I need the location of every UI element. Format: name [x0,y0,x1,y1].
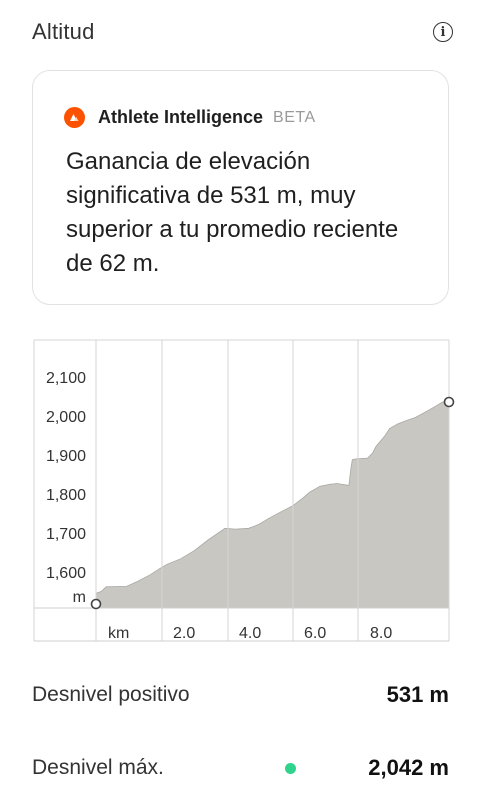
start-marker [90,598,102,610]
athlete-intelligence-logo-icon [64,107,85,128]
info-icon[interactable]: i [433,22,453,42]
y-tick-label: 1,900 [46,448,86,465]
athlete-intelligence-title: Athlete Intelligence [98,107,264,127]
section-title: Altitud [32,19,95,44]
elevation-area [95,399,450,609]
stat-label: Desnivel máx. [32,756,164,779]
y-tick-label: 1,600 [46,565,86,582]
max-elevation-dot-icon [285,762,297,774]
y-tick-label: 1,700 [46,526,86,543]
stat-row-elevation-gain: Desnivel positivo 531 m [32,678,449,712]
x-tick-label: 8.0 [370,625,392,642]
athlete-intelligence-message: Ganancia de elevación significativa de 5… [66,148,399,277]
elevation-chart[interactable]: 2,100 2,000 1,900 1,800 1,700 1,600 m km 2.0 4.0 6… [0,330,481,650]
athlete-intelligence-header: Athlete Intelligence BETA [64,107,316,128]
x-tick-label: 2.0 [173,625,195,642]
x-axis-unit: km [108,625,129,642]
y-tick-label: 2,100 [46,370,86,387]
end-marker [443,396,455,408]
x-tick-label: 4.0 [239,625,261,642]
beta-badge: BETA [273,108,316,126]
section-header: Altitud i [32,14,453,50]
stat-row-max-elevation: Desnivel máx. 2,042 m [32,751,449,785]
x-tick-label: 6.0 [304,625,326,642]
y-tick-label: 1,800 [46,487,86,504]
stat-value: 2,042 m [368,755,449,780]
y-tick-label: 2,000 [46,409,86,426]
athlete-intelligence-card: Athlete Intelligence BETA Ganancia de el… [32,70,449,305]
stat-label: Desnivel positivo [32,683,190,706]
y-axis-unit: m [73,589,86,606]
stat-value: 531 m [386,682,449,707]
